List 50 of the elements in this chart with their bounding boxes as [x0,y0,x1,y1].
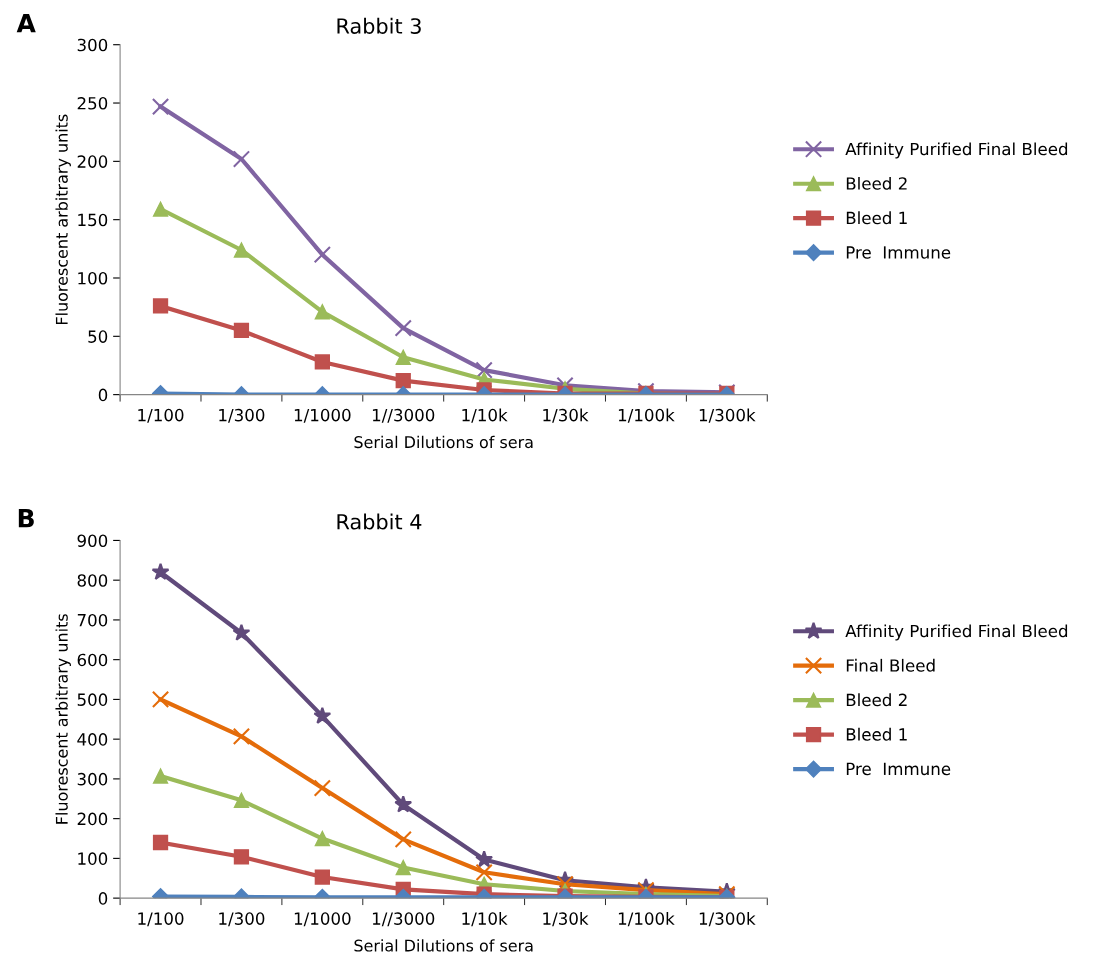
legend-label: Affinity Purified Final Bleed [845,142,1068,159]
legend-label: Bleed 2 [846,176,907,190]
x-tick-label: 1/10k [462,408,508,423]
x-tick-label: 1/30k [543,408,589,423]
y-tick-label: 200 [77,155,108,168]
x-tick-label: 1//3000 [372,912,435,927]
y-tick-label: 900 [77,534,108,547]
x-axis-title: Serial Dilutions of sera [354,939,533,952]
y-axis-title: Fluorescent arbitrary units [55,614,71,824]
y-tick-label: 200 [77,812,108,826]
y-tick-label: 0 [98,892,108,905]
chart-title: Rabbit 3 [337,17,421,34]
x-tick-label: 1/1000 [294,408,351,423]
legend-label: Bleed 1 [846,727,907,741]
y-tick-label: 0 [98,388,108,402]
y-tick-label: 50 [88,330,108,343]
y-tick-label: 150 [78,213,108,227]
x-tick-label: 1/100 [138,408,184,423]
legend-label: Bleed 1 [846,211,907,225]
x-tick-label: 1/1000 [294,912,351,927]
x-tick-label: 1/100k [618,408,675,423]
text: B [18,509,34,528]
y-tick-label: 100 [78,852,108,865]
x-tick-label: 1//3000 [372,408,435,423]
y-tick-label: 700 [77,613,108,627]
y-tick-label: 500 [77,693,108,706]
legend-label: Bleed 2 [846,693,907,707]
y-tick-label: 300 [77,772,108,786]
chart-title: Rabbit 4 [337,513,422,530]
y-axis-title: Fluorescent arbitrary units [55,114,71,325]
y-tick-label: 100 [78,271,108,285]
legend-label: Pre Immune [846,246,951,259]
x-tick-label: 1/10k [462,912,508,927]
y-tick-label: 400 [77,733,108,746]
y-tick-label: 800 [77,574,108,587]
x-tick-label: 1/30k [543,912,589,927]
y-tick-label: 250 [77,96,108,110]
x-tick-label: 1/300k [699,912,756,927]
y-tick-label: 300 [77,38,108,52]
x-axis-title: Serial Dilutions of sera [354,435,533,449]
x-tick-label: 1/300k [699,408,756,423]
x-tick-label: 1/300 [219,912,265,927]
text: A [16,13,36,33]
legend-label: Final Bleed [846,658,935,672]
legend-label: Pre Immune [846,762,951,776]
x-tick-label: 1/100k [618,912,675,927]
legend-label: Affinity Purified Final Bleed [845,624,1068,641]
y-tick-label: 600 [77,653,108,667]
x-tick-label: 1/100 [138,912,184,927]
x-tick-label: 1/300 [219,408,265,423]
